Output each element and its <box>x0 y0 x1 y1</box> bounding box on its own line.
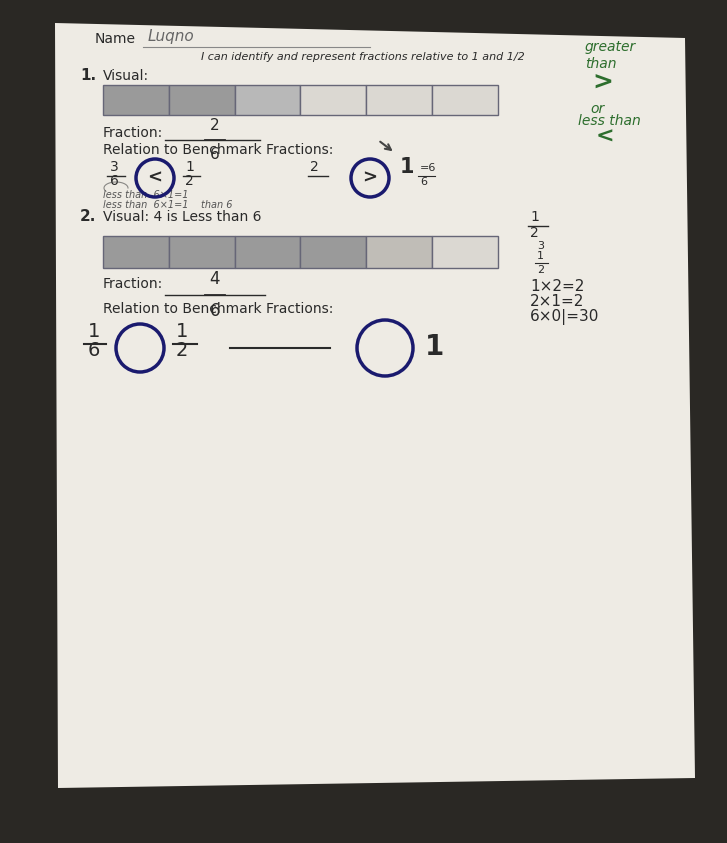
Text: I can identify and represent fractions relative to 1 and 1/2: I can identify and represent fractions r… <box>201 52 525 62</box>
Bar <box>235 236 300 268</box>
Text: 1: 1 <box>425 333 444 361</box>
Text: 2: 2 <box>210 118 220 133</box>
Text: 1: 1 <box>88 322 100 341</box>
Text: 6×0|=30: 6×0|=30 <box>530 309 599 325</box>
Text: 1×2=2: 1×2=2 <box>530 279 585 294</box>
Text: Visual:: Visual: <box>103 69 149 83</box>
Text: <: < <box>148 169 163 187</box>
Text: 2×1=2: 2×1=2 <box>530 294 585 309</box>
Bar <box>432 236 498 268</box>
Bar <box>103 236 169 268</box>
Text: 4: 4 <box>210 270 220 288</box>
Text: >: > <box>592 71 613 95</box>
Text: 1: 1 <box>185 160 194 174</box>
Bar <box>366 236 432 268</box>
Text: >: > <box>363 169 377 187</box>
Bar <box>300 85 366 115</box>
Text: 1: 1 <box>530 210 539 224</box>
Text: 2: 2 <box>310 160 318 174</box>
Text: =6: =6 <box>420 163 436 173</box>
Text: 3: 3 <box>537 241 544 251</box>
Text: <: < <box>596 127 614 147</box>
Text: or: or <box>590 102 604 116</box>
Bar <box>366 85 432 115</box>
Text: 6: 6 <box>420 177 427 187</box>
Text: less than: less than <box>578 114 640 128</box>
Text: 2: 2 <box>185 174 194 188</box>
Text: 6: 6 <box>210 147 220 162</box>
Bar <box>300 236 366 268</box>
Text: Name: Name <box>95 32 136 46</box>
Text: Luqno: Luqno <box>148 29 195 44</box>
Text: Fraction:: Fraction: <box>103 126 164 140</box>
Bar <box>432 85 498 115</box>
Polygon shape <box>55 23 695 788</box>
Bar <box>169 85 235 115</box>
Text: Visual: 4 is Less than 6: Visual: 4 is Less than 6 <box>103 210 262 224</box>
Text: 1: 1 <box>400 157 414 177</box>
Text: 2: 2 <box>176 341 188 360</box>
Text: less than  6×1=1    than 6: less than 6×1=1 than 6 <box>103 200 233 210</box>
Text: 3: 3 <box>110 160 119 174</box>
Text: 2: 2 <box>530 226 539 240</box>
Bar <box>169 236 235 268</box>
Text: 6: 6 <box>88 341 100 360</box>
Bar <box>103 85 169 115</box>
Text: 2: 2 <box>537 265 544 275</box>
Text: 6: 6 <box>210 302 220 320</box>
Text: Fraction:: Fraction: <box>103 277 164 291</box>
Text: Relation to Benchmark Fractions:: Relation to Benchmark Fractions: <box>103 302 334 316</box>
Bar <box>235 85 300 115</box>
Text: 1.: 1. <box>80 68 96 83</box>
Text: greater
than: greater than <box>585 40 636 71</box>
Text: Relation to Benchmark Fractions:: Relation to Benchmark Fractions: <box>103 143 334 157</box>
Text: less than  6×1=1: less than 6×1=1 <box>103 190 188 200</box>
Text: 6: 6 <box>110 174 119 188</box>
Text: 1: 1 <box>537 251 544 261</box>
Text: 2.: 2. <box>80 209 97 224</box>
Text: 1: 1 <box>176 322 188 341</box>
